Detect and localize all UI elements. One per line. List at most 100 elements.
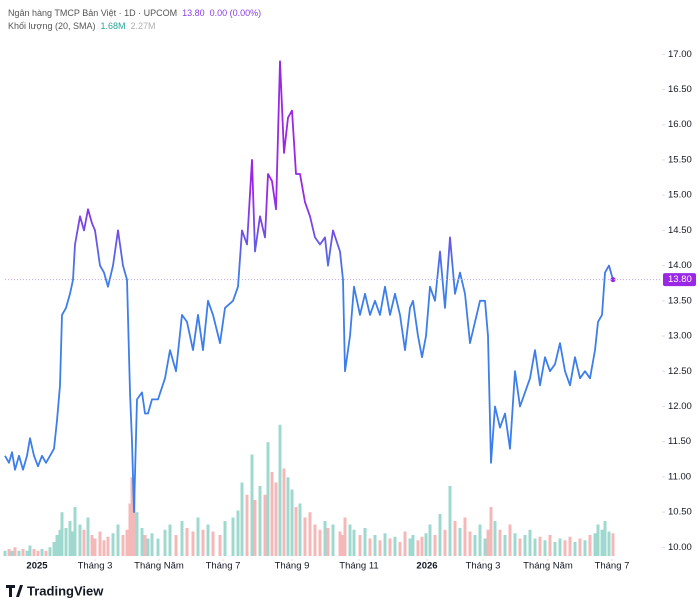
volume-bar [408, 538, 412, 556]
volume-bar [596, 524, 600, 556]
volume-bar [278, 424, 282, 556]
volume-bar [583, 540, 587, 556]
volume-bar [282, 468, 286, 556]
volume-bar [218, 535, 222, 556]
x-tick-label: Tháng Năm [134, 561, 184, 572]
y-tick-label: 12.50 [668, 366, 692, 377]
volume-bar [7, 549, 11, 556]
volume-bar [36, 550, 40, 556]
volume-bar [603, 521, 607, 556]
volume-bar [135, 512, 139, 556]
volume-bar [313, 524, 317, 556]
last-point [610, 277, 616, 283]
y-tick-label: 17.00 [668, 49, 692, 60]
volume-bar [150, 533, 154, 556]
volume-bar [443, 529, 447, 556]
price-label: 13.80 [668, 274, 692, 285]
volume-bar [468, 531, 472, 556]
volume-bar [528, 529, 532, 556]
volume-bar [185, 528, 189, 556]
volume-bar [548, 535, 552, 556]
volume-bar [352, 529, 356, 556]
last-price: 13.80 [182, 8, 205, 18]
volume-bar [338, 531, 342, 556]
volume-bar [71, 531, 75, 556]
y-tick-label: 15.50 [668, 154, 692, 165]
volume-bar [25, 550, 29, 556]
volume-bar [223, 521, 227, 556]
volume-bar [111, 533, 115, 556]
volume-bar [211, 531, 215, 556]
volume-bar [403, 531, 407, 556]
volume-bar [398, 542, 402, 556]
volume-bar [146, 538, 150, 556]
volume-bar [266, 442, 270, 556]
volume-bar [274, 482, 278, 556]
volume-bar [17, 550, 21, 556]
y-tick-label: 13.00 [668, 331, 692, 342]
volume-bar [128, 503, 132, 556]
volume-bar [373, 535, 377, 556]
volume-bar [433, 535, 437, 556]
x-tick-label: Tháng 9 [275, 561, 310, 572]
volume-bar [73, 507, 77, 556]
volume-bar [438, 514, 442, 556]
y-tick-label: 12.00 [668, 401, 692, 412]
volume-value: 1.68M [100, 21, 125, 31]
volume-bar [411, 535, 415, 556]
price-label-box [663, 273, 696, 287]
x-tick-label: Tháng 7 [206, 561, 241, 572]
volume-bar [286, 477, 290, 556]
volume-bar [174, 535, 178, 556]
volume-bar [125, 529, 129, 556]
y-tick-label: 14.00 [668, 260, 692, 271]
volume-bar [318, 529, 322, 556]
volume-bar [143, 535, 147, 556]
volume-bar [206, 524, 210, 556]
volume-bar [453, 521, 457, 556]
volume-bar [563, 540, 567, 556]
x-tick-label: 2025 [26, 561, 48, 572]
volume-bar [93, 538, 97, 556]
volume-bar [478, 524, 482, 556]
volume-bar [40, 549, 44, 556]
volume-bar [483, 538, 487, 556]
volume-bar [420, 536, 424, 556]
volume-bar [21, 549, 25, 556]
volume-bar [253, 500, 257, 556]
volume-layer [3, 424, 615, 556]
logo[interactable]: TradingView [6, 583, 104, 598]
price-line [4, 60, 614, 513]
volume-bar [533, 538, 537, 556]
volume-bar [10, 550, 14, 556]
volume-bar [201, 529, 205, 556]
volume-bar [348, 524, 352, 556]
volume-bar [308, 512, 312, 556]
volume-bar [393, 536, 397, 556]
volume-bar [588, 535, 592, 556]
volume-bar [58, 529, 62, 556]
volume-bar [90, 535, 94, 556]
y-tick-label: 16.50 [668, 84, 692, 95]
volume-bar [486, 529, 490, 556]
volume-bar [44, 550, 48, 556]
volume-bar [196, 517, 200, 556]
volume-bar [163, 529, 167, 556]
y-tick-label: 13.50 [668, 295, 692, 306]
volume-bar [290, 489, 294, 556]
header-line: Ngân hàng TMCP Bản Việt · 1D · UPCOM 13.8… [8, 8, 261, 18]
price-change: 0.00 (0.00%) [210, 8, 262, 18]
volume-header: Khối lượng (20, SMA) 1.68M 2.27M [8, 21, 156, 31]
volume-bar [294, 507, 298, 556]
volume-bar [156, 538, 160, 556]
volume-bar [568, 536, 572, 556]
x-tick-label: Tháng 3 [466, 561, 501, 572]
x-tick-label: Tháng 7 [595, 561, 630, 572]
volume-bar [270, 472, 274, 556]
volume-label: Khối lượng (20, SMA) [8, 21, 95, 31]
volume-bar [388, 538, 392, 556]
volume-bar [358, 535, 362, 556]
volume-bar [368, 538, 372, 556]
volume-bar [543, 540, 547, 556]
volume-bar [68, 521, 72, 556]
